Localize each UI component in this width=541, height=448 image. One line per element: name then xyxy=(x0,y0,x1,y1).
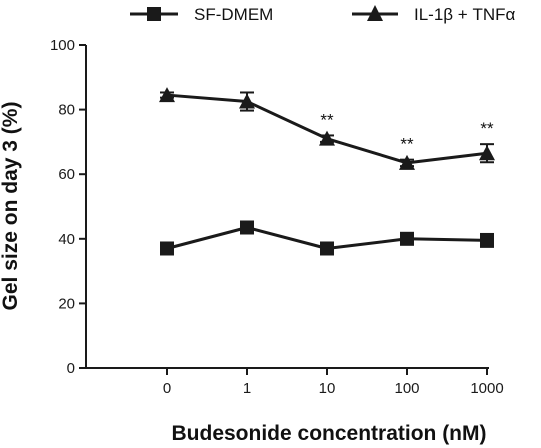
data-point-triangle xyxy=(399,154,415,170)
series-1: ** ** ** xyxy=(159,87,495,170)
x-tick-label: 0 xyxy=(163,380,171,397)
data-point-square xyxy=(320,241,334,256)
legend: SF-DMEM IL-1β + TNFα xyxy=(130,5,515,24)
plot-area: ** ** ** xyxy=(159,87,495,256)
x-tick-label: 1 xyxy=(243,380,251,397)
data-point-square xyxy=(160,241,174,256)
legend-label-il1b-tnfa: IL-1β + TNFα xyxy=(414,5,515,24)
series-0 xyxy=(160,220,494,256)
legend-item-sf-dmem: SF-DMEM xyxy=(130,5,273,24)
x-tick-label: 10 xyxy=(319,380,336,397)
significance-label: ** xyxy=(400,135,414,154)
x-ticks: 0 1 10 100 1000 xyxy=(163,368,504,397)
data-point-triangle xyxy=(479,145,495,161)
legend-item-il1b-tnfa: IL-1β + TNFα xyxy=(352,5,515,24)
data-point-square xyxy=(240,220,254,235)
y-tick-label: 40 xyxy=(58,231,75,248)
y-tick-label: 0 xyxy=(67,360,75,377)
data-point-triangle xyxy=(319,130,335,146)
significance-label: ** xyxy=(320,110,334,129)
y-tick-label: 20 xyxy=(58,295,75,312)
legend-label-sf-dmem: SF-DMEM xyxy=(194,5,273,24)
data-point-triangle xyxy=(239,93,255,109)
y-axis: 0 20 40 60 80 100 xyxy=(50,37,87,377)
data-point-square xyxy=(480,233,494,248)
y-tick-label: 80 xyxy=(58,102,75,119)
y-axis-title: Gel size on day 3 (%) xyxy=(0,102,22,311)
legend-marker-il1b-tnfa xyxy=(367,5,383,21)
data-point-square xyxy=(400,231,414,246)
legend-marker-sf-dmem xyxy=(147,7,161,21)
data-point-triangle xyxy=(159,87,175,103)
x-axis: 0 1 10 100 1000 xyxy=(86,367,504,397)
x-tick-label: 1000 xyxy=(470,380,503,397)
x-tick-label: 100 xyxy=(394,380,419,397)
x-axis-title: Budesonide concentration (nM) xyxy=(172,422,487,445)
y-tick-label: 60 xyxy=(58,166,75,183)
y-ticks: 0 20 40 60 80 100 xyxy=(50,37,86,377)
y-tick-label: 100 xyxy=(50,37,75,54)
significance-label: ** xyxy=(480,119,494,138)
